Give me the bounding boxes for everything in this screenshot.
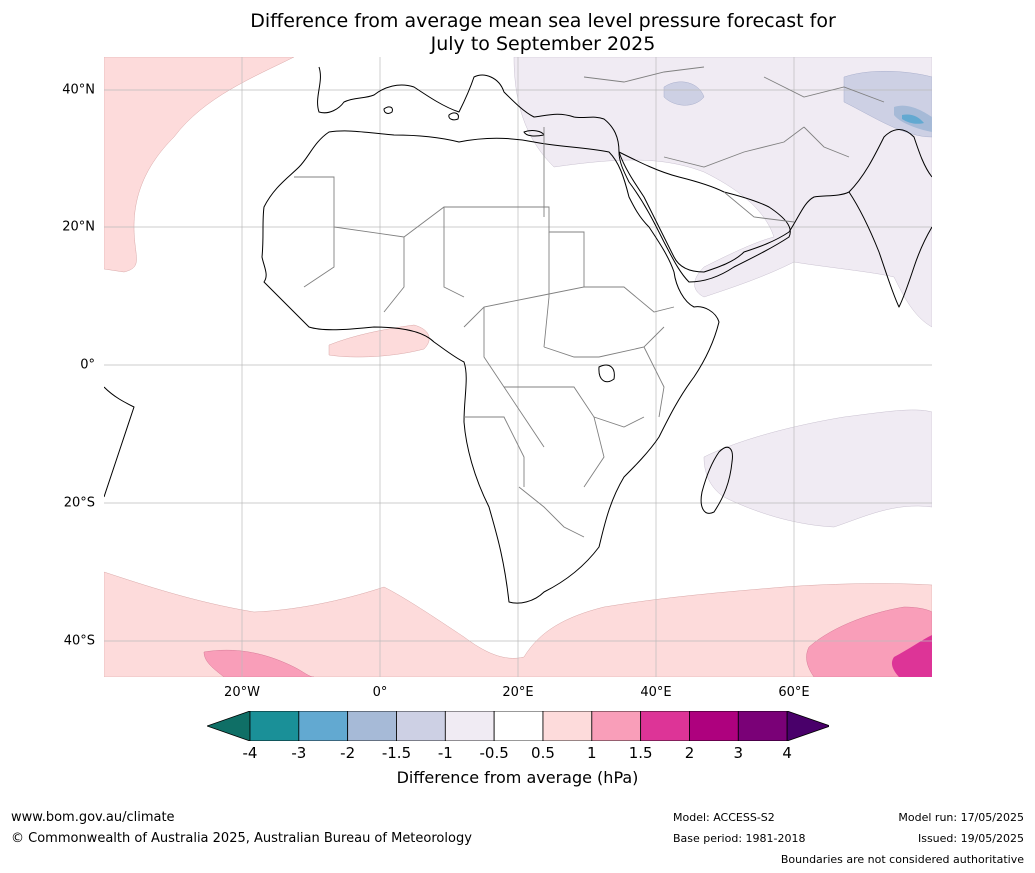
title-line-2: July to September 2025 [430,33,656,55]
colorbar-tick-label: 1.5 [628,744,653,762]
map-svg [104,57,932,677]
colorbar-segment [737,711,788,741]
colorbar-tick-label: -4 [242,744,258,762]
colorbar-title: Difference from average (hPa) [396,768,639,787]
colorbar-segment [640,711,690,741]
footer-issued: Issued: 19/05/2025 [917,832,1024,845]
arabian-peninsula-coast [618,151,791,283]
footer-model-run: Model run: 17/05/2025 [898,811,1024,824]
country-borders [294,66,885,538]
colorbar-tick-label: 3 [733,744,744,762]
colorbar-segment [591,711,642,741]
colorbar-tick-label: -3 [291,744,307,762]
anomaly-indian-ocean-negative [703,409,932,528]
colorbar-tick-label: -2 [340,744,356,762]
lon-label-60e: 60°E [778,685,810,700]
colorbar-extend-high [786,711,829,741]
footer-copyright: © Commonwealth of Australia 2025, Austra… [11,831,472,846]
map-title: Difference from average mean sea level p… [0,10,1035,56]
colorbar-tick-label: 4 [782,744,792,762]
colorbar-segment [347,711,397,741]
map-panel [104,57,932,677]
footer-url: www.bom.gov.au/climate [11,810,175,825]
graticule [104,57,932,677]
colorbar-segment [542,711,593,741]
lon-label-40e: 40°E [640,685,672,700]
colorbar-tick-label: 0.5 [531,744,555,762]
colorbar-segment [444,711,495,741]
anomaly-southern-indian-plus1-5 [891,635,932,677]
lon-label-20e: 20°E [502,685,534,700]
colorbar-tick-label: 2 [684,744,695,762]
anomaly-middle-east-negative [513,57,932,328]
lon-label-20w: 20°W [224,685,260,700]
colorbar-extend-low [207,711,251,741]
anomaly-north-atlantic-positive [104,57,295,273]
eurasia-coast [317,66,932,273]
med-islands [383,106,545,137]
anomaly-southern-ocean-positive [104,571,932,677]
colorbar-segment [493,711,544,741]
south-america-coast [104,386,135,498]
lat-label-40n: 40°N [62,82,95,98]
colorbar-segment [249,711,300,741]
colorbar-tick-label: 1 [587,744,597,762]
colorbar-tick-label: -1 [437,744,453,762]
colorbar-segment [689,711,739,741]
lon-label-0: 0° [372,685,388,700]
lat-label-40s: 40°S [63,633,95,649]
colorbar-tick-label: -1.5 [381,744,412,762]
anomaly-middle-east-minus1 [663,70,932,138]
colorbar-tick-label: -0.5 [479,744,509,762]
title-line-1: Difference from average mean sea level p… [250,10,836,32]
lat-label-20n: 20°N [62,219,95,235]
anomaly-gulf-guinea-positive [328,324,430,358]
africa-coast [261,130,720,604]
footer-model: Model: ACCESS-S2 [673,811,775,824]
lat-label-0: 0° [80,357,95,373]
madagascar-coast [700,446,733,514]
footer-base-period: Base period: 1981-2018 [673,832,806,845]
india-coast [848,191,932,308]
lake-victoria [598,364,615,383]
anomaly-southern-atlantic-plus1 [203,649,315,677]
coastlines [104,66,932,604]
lat-label-20s: 20°S [63,495,95,511]
colorbar [207,711,829,741]
footer-disclaimer: Boundaries are not considered authoritat… [780,853,1024,866]
colorbar-segment [298,711,349,741]
colorbar-segment [396,711,446,741]
anomaly-tibet-minus2 [902,114,924,124]
